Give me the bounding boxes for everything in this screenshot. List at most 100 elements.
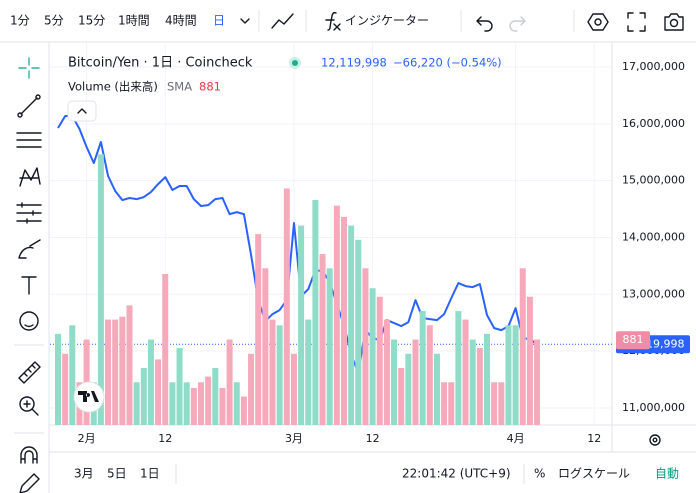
undo-button[interactable]: [476, 16, 493, 32]
volume-bar: [190, 387, 197, 425]
interval-button[interactable]: 5分: [44, 14, 64, 28]
symbol-title: Bitcoin/Yen · 1日 · Coincheck: [68, 56, 253, 71]
x-tick-label: 12: [366, 432, 380, 445]
range-button[interactable]: 3月: [74, 467, 94, 481]
interval-button[interactable]: 1時間: [118, 14, 150, 28]
lock-tool[interactable]: [19, 473, 40, 493]
volume-bar: [491, 382, 498, 425]
tool-handle: [17, 112, 23, 118]
projection-tool[interactable]: [16, 202, 42, 224]
volume-bar: [398, 368, 405, 425]
volume-bar: [198, 382, 204, 425]
sma-value: 881: [199, 80, 221, 94]
measure-tool[interactable]: [18, 361, 41, 384]
volume-bar: [312, 199, 319, 425]
y-tick-label: 16,000,000: [622, 117, 685, 130]
axis-settings[interactable]: [649, 434, 661, 446]
volume-bar: [169, 382, 176, 425]
volume-bar: [333, 205, 340, 425]
icon-tool-mouth: [24, 324, 34, 328]
fullscreen-button[interactable]: [627, 12, 646, 32]
volume-bar: [262, 268, 269, 425]
sma-tag-label: 881: [623, 333, 644, 346]
brush-tool[interactable]: [18, 239, 41, 259]
drawing-toolbar: [14, 57, 44, 493]
volume-bar: [412, 339, 419, 425]
zoom-tool-icon: [23, 400, 39, 416]
axis-settings-icon: [652, 437, 658, 443]
volume-bar: [441, 382, 448, 425]
volume-bar: [248, 353, 255, 425]
indicator-icon[interactable]: [325, 11, 341, 31]
fib-tool[interactable]: [16, 132, 42, 148]
redo-button[interactable]: [509, 16, 526, 32]
zoom-tool[interactable]: [19, 396, 35, 412]
volume-bar: [476, 348, 483, 425]
text-tool[interactable]: [21, 276, 37, 295]
volume-bar: [133, 382, 140, 425]
range-button[interactable]: 5日: [107, 467, 127, 481]
volume-bar: [162, 273, 169, 425]
price-change: −66,220 (−0.54%): [393, 56, 502, 70]
percent-toggle[interactable]: %: [534, 467, 545, 481]
market-status: [292, 60, 298, 66]
collapse-legend[interactable]: [67, 100, 97, 122]
auto-scale-toggle[interactable]: 自動: [655, 467, 679, 481]
range-button[interactable]: 1日: [140, 467, 160, 481]
log-scale-toggle[interactable]: ログスケール: [558, 467, 630, 481]
volume-legend: Volume (出来高): [68, 80, 158, 94]
volume-bar: [405, 353, 412, 425]
x-tick-label: 4月: [507, 432, 525, 445]
volume-bar: [298, 225, 305, 425]
y-tick-label: 14,000,000: [622, 230, 685, 243]
snapshot-icon: [669, 18, 679, 28]
price-line: [57, 115, 538, 374]
logo[interactable]: [73, 381, 105, 413]
icon-tool[interactable]: [19, 311, 39, 331]
interval-button[interactable]: 1分: [10, 14, 30, 28]
interval-button[interactable]: 4時間: [165, 14, 197, 28]
pattern-tool[interactable]: [19, 167, 41, 187]
interval-button[interactable]: 日: [213, 14, 225, 28]
y-tick-label: 13,000,000: [622, 287, 685, 300]
volume-bar: [355, 239, 362, 425]
volume-bar: [219, 387, 226, 425]
volume-bar: [290, 353, 297, 425]
volume-bar: [226, 339, 233, 425]
settings-button[interactable]: [587, 13, 609, 31]
trendline-tool[interactable]: [20, 97, 38, 115]
interval-bar: 1分 5分 15分 1時間 4時間 日: [10, 14, 225, 28]
volume-bar: [319, 254, 326, 425]
settings-icon: [594, 18, 602, 26]
y-tick-label: 15,000,000: [622, 174, 685, 187]
volume-bar: [105, 319, 112, 425]
crosshair-tool[interactable]: [18, 57, 40, 79]
volume-bar: [512, 325, 519, 425]
magnet-tool[interactable]: [20, 446, 38, 464]
volume-bar: [147, 339, 154, 425]
volume-bar: [97, 154, 104, 425]
chart-type-button[interactable]: [271, 13, 294, 29]
volume-bar: [455, 311, 462, 425]
volume-bar: [126, 305, 133, 425]
volume-bar: [276, 325, 283, 425]
snapshot-button[interactable]: [664, 13, 684, 31]
interval-button[interactable]: 15分: [78, 14, 105, 28]
indicators-button[interactable]: インジケーター: [345, 14, 429, 28]
volume-bar: [391, 339, 398, 425]
volume-bar: [240, 396, 247, 425]
volume-bar: [526, 296, 533, 425]
volume-bar: [233, 382, 240, 425]
volume-bar: [484, 333, 490, 425]
interval-dropdown[interactable]: [240, 18, 250, 24]
volume-bar: [534, 339, 541, 425]
x-tick-label: 2月: [78, 432, 96, 445]
logo-mark: [78, 391, 99, 402]
range-bar: 3月 5日 1日: [74, 467, 160, 481]
volume-bar: [462, 319, 469, 425]
x-tick-label: 12: [158, 432, 172, 445]
sma-tag: [616, 331, 650, 350]
clock: 22:01:42 (UTC+9): [402, 467, 511, 481]
